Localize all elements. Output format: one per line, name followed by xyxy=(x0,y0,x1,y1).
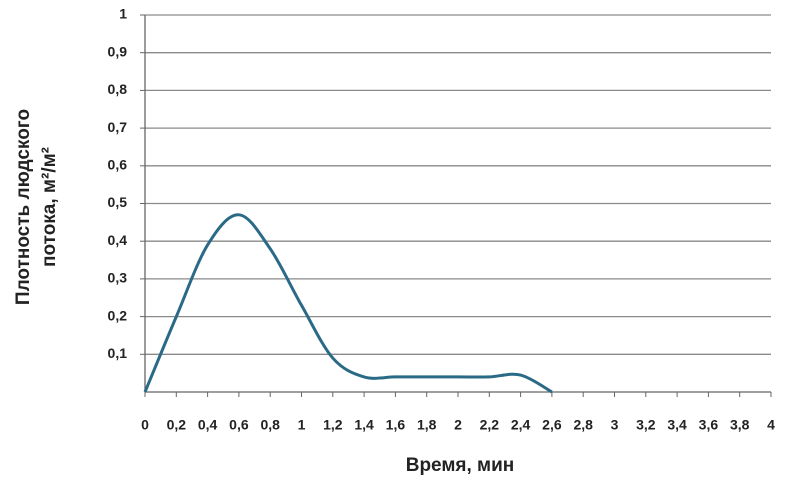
x-tick-label: 0,2 xyxy=(167,417,187,433)
x-tick-label: 1,4 xyxy=(354,417,374,433)
x-tick-label: 2,8 xyxy=(573,417,593,433)
x-tick-label: 3,4 xyxy=(667,417,687,433)
x-axis-title: Время, мин xyxy=(406,455,515,476)
x-tick-label: 2,2 xyxy=(480,417,500,433)
y-tick-label: 0,4 xyxy=(108,232,128,248)
x-tick-label: 0,4 xyxy=(198,417,218,433)
x-tick-label: 2,6 xyxy=(542,417,562,433)
y-tick-label: 0,8 xyxy=(108,81,128,97)
x-tick-label: 2 xyxy=(454,417,462,433)
y-tick-label: 0,9 xyxy=(108,43,128,59)
x-tick-label: 0,8 xyxy=(260,417,280,433)
y-axis-title: потока, м²/м² xyxy=(39,147,60,267)
x-tick-label: 0,6 xyxy=(229,417,249,433)
x-tick-label: 2,4 xyxy=(511,417,531,433)
x-tick-label: 4 xyxy=(767,417,775,433)
data-line xyxy=(143,213,553,394)
y-tick-label: 0,5 xyxy=(108,194,128,210)
x-tick-label: 0 xyxy=(141,417,149,433)
y-axis-title: Плотность людского xyxy=(13,109,34,305)
x-tick-label: 1 xyxy=(298,417,306,433)
y-tick-label: 0,1 xyxy=(108,345,128,361)
x-tick-label: 3,2 xyxy=(636,417,656,433)
x-tick-label: 1,8 xyxy=(417,417,437,433)
y-tick-label: 1 xyxy=(119,6,127,22)
x-tick-label: 1,2 xyxy=(323,417,343,433)
x-tick-label: 3 xyxy=(611,417,619,433)
x-tick-label: 3,8 xyxy=(730,417,750,433)
y-tick-label: 0,6 xyxy=(108,157,128,173)
y-tick-label: 0,2 xyxy=(108,307,128,323)
x-tick-label: 1,6 xyxy=(386,417,406,433)
y-tick-label: 0,7 xyxy=(108,119,128,135)
x-tick-label: 3,6 xyxy=(699,417,719,433)
y-tick-label: 0,3 xyxy=(108,270,128,286)
